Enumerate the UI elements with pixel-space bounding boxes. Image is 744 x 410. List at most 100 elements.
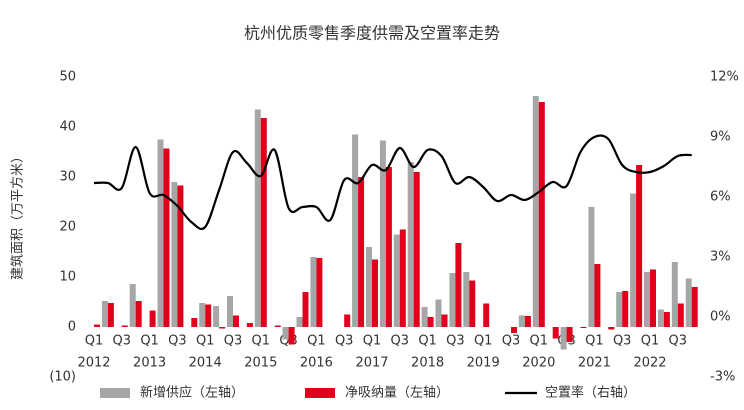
- x-tick-label: Q1: [363, 334, 382, 349]
- bar: [518, 315, 525, 327]
- y-tick-label: 10: [59, 270, 76, 285]
- year-label: 2018: [411, 356, 444, 371]
- bar: [532, 96, 539, 327]
- year-label: 2012: [77, 356, 110, 371]
- bar: [288, 327, 295, 345]
- x-tick-label: Q3: [224, 334, 243, 349]
- bar: [199, 303, 206, 327]
- bar: [149, 310, 156, 327]
- bar: [94, 324, 100, 327]
- bar: [358, 177, 365, 327]
- bar: [663, 312, 670, 327]
- bar: [588, 207, 595, 327]
- year-label: 2022: [633, 356, 666, 371]
- y2-tick-label: 6%: [710, 190, 731, 205]
- bar: [657, 309, 664, 327]
- bar: [552, 327, 559, 339]
- bar: [636, 165, 643, 327]
- bar: [580, 327, 587, 328]
- x-tick-label: Q3: [335, 334, 354, 349]
- bar: [650, 269, 656, 327]
- bar: [616, 292, 623, 327]
- legend-label: 新增供应（左轴）: [140, 385, 244, 401]
- year-label: 2017: [355, 356, 388, 371]
- bar: [129, 284, 136, 327]
- bar: [483, 303, 490, 327]
- x-tick-label: Q1: [641, 334, 660, 349]
- x-tick-label: Q3: [391, 334, 410, 349]
- bar: [524, 316, 531, 327]
- x-tick-label: Q1: [530, 334, 549, 349]
- y-tick-label: 50: [59, 70, 76, 85]
- bar: [671, 262, 678, 327]
- bar: [310, 257, 317, 327]
- x-tick-label: Q3: [502, 334, 521, 349]
- bar: [344, 314, 351, 327]
- bar: [219, 327, 226, 329]
- bar: [379, 140, 386, 327]
- x-tick-label: Q3: [613, 334, 632, 349]
- x-tick-label: Q1: [585, 334, 604, 349]
- bar: [107, 303, 114, 327]
- bar: [135, 301, 142, 327]
- legend-swatch: [305, 388, 335, 398]
- bar: [316, 258, 323, 327]
- bar: [644, 272, 650, 327]
- x-tick-label: Q1: [474, 334, 493, 349]
- bar: [157, 139, 164, 327]
- bar: [449, 273, 456, 327]
- x-tick-label: Q3: [446, 334, 465, 349]
- bar: [469, 280, 476, 327]
- legend-swatch: [100, 388, 130, 398]
- bar: [254, 109, 261, 327]
- year-label: 2020: [522, 356, 555, 371]
- bar: [441, 314, 448, 327]
- y-tick-label: 30: [59, 170, 76, 185]
- bar: [435, 299, 442, 327]
- x-tick-label: Q1: [85, 334, 104, 349]
- y2-tick-label: 12%: [710, 70, 739, 85]
- year-label: 2021: [578, 356, 611, 371]
- bar: [622, 291, 629, 327]
- y2-tick-label: 3%: [710, 250, 731, 265]
- bar: [594, 264, 601, 327]
- bar: [205, 304, 212, 327]
- y-axis-label: 建筑面积（万平方米）: [10, 150, 26, 280]
- year-label: 2015: [244, 356, 277, 371]
- year-label: 2013: [133, 356, 166, 371]
- y-tick-label: 20: [59, 220, 76, 235]
- x-tick-label: Q3: [113, 334, 132, 349]
- bar: [163, 148, 170, 327]
- bar: [101, 301, 108, 327]
- y2-tick-label: -3%: [710, 370, 735, 385]
- bar: [274, 325, 281, 327]
- x-tick-label: Q1: [252, 334, 271, 349]
- legend-label: 净吸纳量（左轴）: [345, 386, 449, 401]
- year-label: 2019: [467, 356, 500, 371]
- x-tick-label: Q1: [307, 334, 326, 349]
- bar: [407, 162, 414, 327]
- bar: [385, 167, 392, 327]
- y-tick-label: (10): [49, 370, 76, 385]
- line: [93, 134, 692, 231]
- bar: [691, 287, 698, 327]
- x-tick-label: Q3: [168, 334, 187, 349]
- bar: [677, 303, 684, 327]
- bar: [566, 327, 573, 342]
- chart-title: 杭州优质零售季度供需及空置率走势: [244, 24, 500, 43]
- legend-label: 空置率（右轴）: [545, 385, 636, 401]
- bar: [260, 118, 267, 327]
- bar: [560, 327, 567, 350]
- bar: [171, 182, 178, 327]
- bar: [227, 296, 233, 327]
- bar: [511, 327, 517, 333]
- bar: [393, 234, 400, 327]
- bar: [427, 317, 434, 327]
- y-tick-label: 0: [68, 320, 76, 335]
- y-tick-label: 40: [59, 120, 76, 135]
- x-tick-label: Q1: [418, 334, 437, 349]
- bar: [352, 134, 359, 327]
- bar: [366, 247, 372, 327]
